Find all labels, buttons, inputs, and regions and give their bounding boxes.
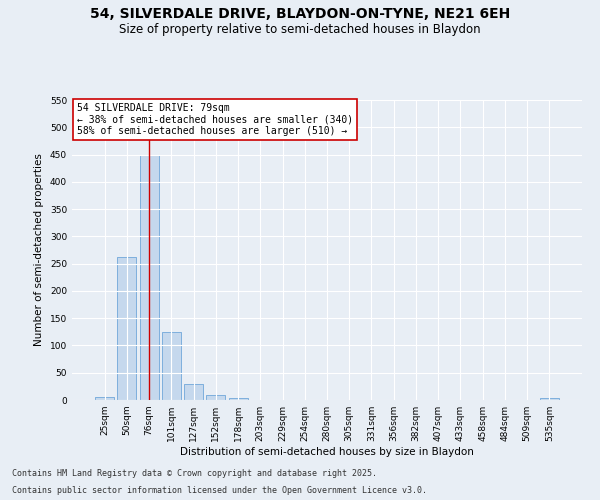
Bar xyxy=(162,332,181,400)
Bar xyxy=(229,398,248,400)
Bar xyxy=(206,394,225,400)
Y-axis label: Number of semi-detached properties: Number of semi-detached properties xyxy=(34,154,44,346)
Text: 54 SILVERDALE DRIVE: 79sqm
← 38% of semi-detached houses are smaller (340)
58% o: 54 SILVERDALE DRIVE: 79sqm ← 38% of semi… xyxy=(77,103,353,136)
Text: Size of property relative to semi-detached houses in Blaydon: Size of property relative to semi-detach… xyxy=(119,22,481,36)
Text: 54, SILVERDALE DRIVE, BLAYDON-ON-TYNE, NE21 6EH: 54, SILVERDALE DRIVE, BLAYDON-ON-TYNE, N… xyxy=(90,8,510,22)
Bar xyxy=(540,398,559,400)
Bar xyxy=(184,384,203,400)
Bar xyxy=(140,154,158,400)
Bar xyxy=(118,257,136,400)
Text: Contains HM Land Registry data © Crown copyright and database right 2025.: Contains HM Land Registry data © Crown c… xyxy=(12,468,377,477)
Text: Contains public sector information licensed under the Open Government Licence v3: Contains public sector information licen… xyxy=(12,486,427,495)
Bar xyxy=(95,398,114,400)
X-axis label: Distribution of semi-detached houses by size in Blaydon: Distribution of semi-detached houses by … xyxy=(180,447,474,457)
